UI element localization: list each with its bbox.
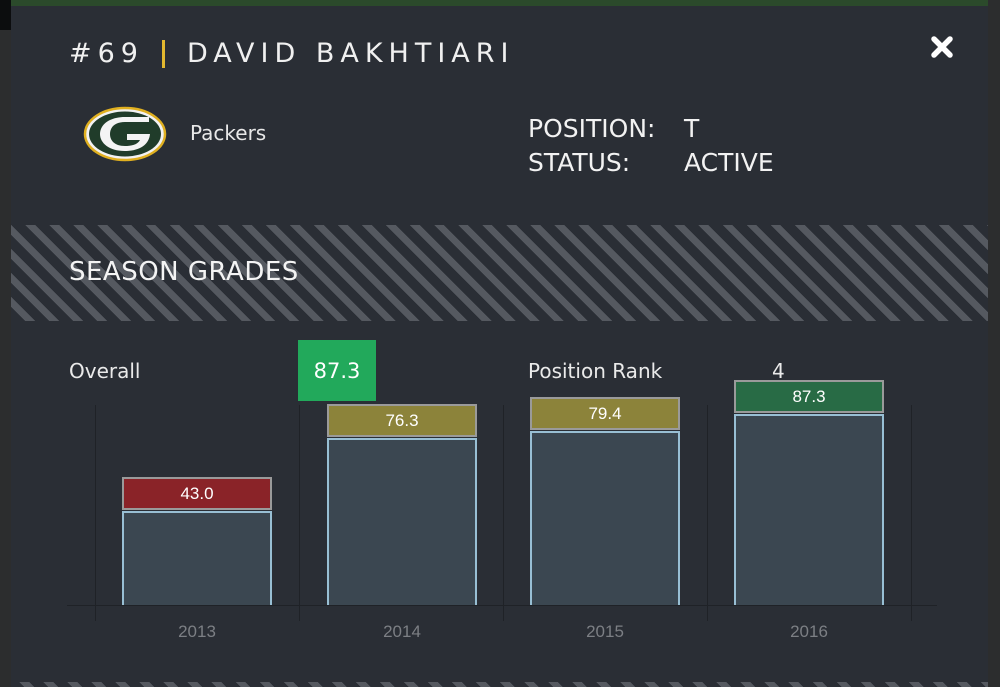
chart-baseline — [67, 605, 937, 606]
title-separator — [161, 39, 165, 68]
position-label: POSITION: — [528, 114, 656, 143]
page-scrollbar-edge — [988, 0, 1000, 687]
grade-bar-2014[interactable] — [327, 438, 477, 605]
x-axis-year-label: 2016 — [790, 622, 828, 641]
status-label: STATUS: — [528, 148, 631, 177]
close-icon — [931, 36, 953, 58]
player-title: #69 DAVID BAKHTIARI — [69, 38, 515, 69]
player-modal: #69 DAVID BAKHTIARI Packers POSITION: T … — [11, 0, 988, 687]
chart-column-divider — [503, 405, 504, 621]
overall-label: Overall — [69, 359, 141, 383]
chart-column-divider — [299, 405, 300, 621]
grade-bar-2015[interactable] — [530, 431, 680, 605]
packers-g-logo-icon — [83, 106, 167, 162]
chart-column-divider — [95, 405, 96, 621]
overall-grade-badge: 87.3 — [298, 340, 376, 401]
footer-stripe-band — [11, 682, 988, 687]
position-rank-label: Position Rank — [528, 359, 663, 383]
close-button[interactable] — [929, 34, 955, 60]
player-name: DAVID BAKHTIARI — [186, 38, 515, 69]
season-grades-chart: 43.0 2013 76.3 2014 79.4 2015 87.3 2016 — [11, 0, 988, 687]
x-axis-year-label: 2015 — [586, 622, 624, 641]
grade-value-label: 76.3 — [327, 404, 477, 437]
x-axis-year-label: 2014 — [383, 622, 421, 641]
backdrop-corner — [0, 0, 11, 30]
position-row: POSITION: T — [528, 112, 774, 146]
section-header-band: SEASON GRADES — [11, 225, 988, 321]
section-title: SEASON GRADES — [69, 257, 299, 287]
position-rank-value: 4 — [772, 359, 785, 383]
grade-value-label: 79.4 — [530, 397, 680, 430]
grade-bar-2016[interactable] — [734, 414, 884, 605]
grade-bar-2013[interactable] — [122, 511, 272, 605]
position-value: T — [684, 114, 700, 143]
team-name: Packers — [190, 121, 267, 145]
player-meta: POSITION: T STATUS: ACTIVE — [528, 112, 774, 180]
chart-column-divider — [707, 405, 708, 621]
chart-column-divider — [911, 405, 912, 621]
status-row: STATUS: ACTIVE — [528, 146, 774, 180]
modal-top-bar — [11, 0, 988, 6]
grade-value-label: 43.0 — [122, 477, 272, 510]
player-number: #69 — [69, 38, 144, 69]
x-axis-year-label: 2013 — [178, 622, 216, 641]
status-value: ACTIVE — [684, 148, 774, 177]
grade-value-label: 87.3 — [734, 380, 884, 413]
